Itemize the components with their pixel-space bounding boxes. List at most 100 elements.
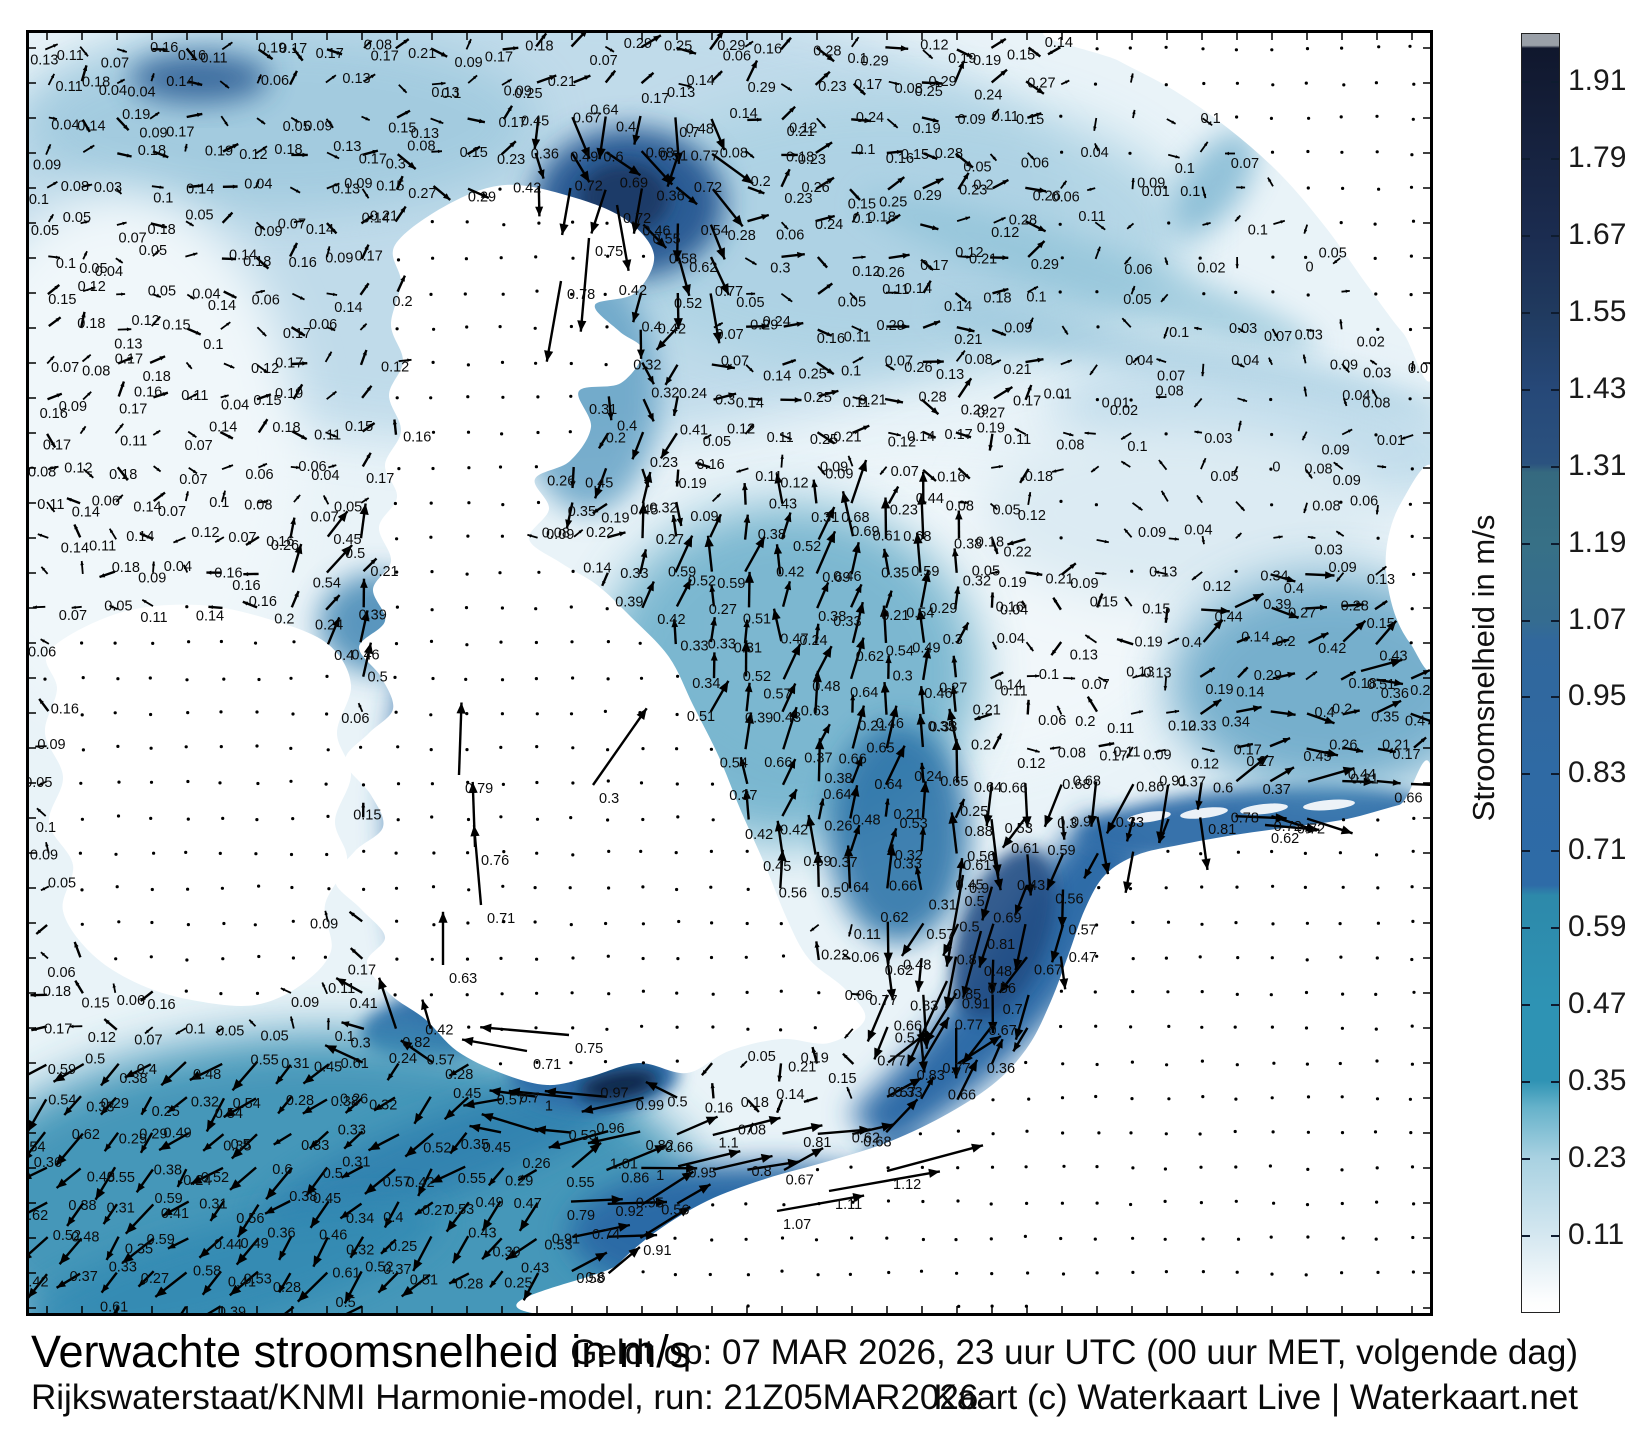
svg-text:0.04: 0.04 <box>1000 602 1028 618</box>
svg-text:0.26: 0.26 <box>340 1092 368 1108</box>
svg-text:0.16: 0.16 <box>697 457 725 473</box>
svg-text:0.3: 0.3 <box>599 791 619 807</box>
svg-text:0.2: 0.2 <box>606 431 626 447</box>
svg-text:0.28: 0.28 <box>919 389 947 405</box>
svg-text:0.17: 0.17 <box>316 46 344 62</box>
svg-text:0.32: 0.32 <box>369 1098 397 1114</box>
svg-text:0.12: 0.12 <box>88 1030 116 1046</box>
svg-text:0.39: 0.39 <box>745 711 773 727</box>
land-great-britain <box>334 184 866 1086</box>
svg-text:0.14: 0.14 <box>687 73 715 89</box>
colorbar-tick-mark <box>1522 850 1530 853</box>
colorbar-tick-mark <box>1551 1234 1559 1237</box>
svg-text:0.66: 0.66 <box>1394 790 1422 806</box>
svg-text:0.14: 0.14 <box>730 106 758 122</box>
svg-text:0.81: 0.81 <box>803 1135 831 1151</box>
svg-text:0.59: 0.59 <box>48 1062 76 1078</box>
svg-text:0.5: 0.5 <box>821 886 841 902</box>
svg-text:0.16: 0.16 <box>178 48 206 64</box>
svg-text:0.14: 0.14 <box>209 420 237 436</box>
colorbar-tick-mark <box>1522 1158 1530 1161</box>
svg-text:0.11: 0.11 <box>120 434 147 450</box>
svg-text:0.37: 0.37 <box>729 788 757 804</box>
svg-text:0.29: 0.29 <box>139 1127 167 1143</box>
svg-text:0.24: 0.24 <box>763 314 791 330</box>
svg-text:0.68: 0.68 <box>841 510 869 526</box>
svg-text:0.66: 0.66 <box>764 755 792 771</box>
svg-text:0.77: 0.77 <box>877 1053 905 1069</box>
svg-text:0.83: 0.83 <box>910 998 938 1014</box>
svg-text:0.3: 0.3 <box>943 632 963 648</box>
svg-text:0.63: 0.63 <box>801 704 829 720</box>
svg-text:0.42: 0.42 <box>657 612 685 628</box>
colorbar-tick-mark <box>1522 1234 1530 1237</box>
svg-text:0.06: 0.06 <box>29 644 56 660</box>
svg-text:0.09: 0.09 <box>1137 176 1165 192</box>
svg-text:0.29: 0.29 <box>748 80 776 96</box>
svg-text:0.76: 0.76 <box>481 853 509 869</box>
svg-text:0.18: 0.18 <box>1025 469 1053 485</box>
current-map: 0.13 0.11 0.07 0.16 0.16 0.11 0.19 0.17 0.17 0.08… <box>26 30 1433 1316</box>
svg-text:0.37: 0.37 <box>1263 782 1291 798</box>
svg-text:0.05: 0.05 <box>185 207 213 223</box>
svg-text:0.16: 0.16 <box>232 578 260 594</box>
svg-text:0.09: 0.09 <box>1330 358 1358 374</box>
svg-text:0.57: 0.57 <box>497 1093 525 1109</box>
svg-text:0.27: 0.27 <box>709 602 737 618</box>
svg-text:0.44: 0.44 <box>1215 610 1243 626</box>
svg-text:0.04: 0.04 <box>1125 353 1153 369</box>
svg-text:0.53: 0.53 <box>244 1272 272 1288</box>
svg-text:0.54: 0.54 <box>29 1139 46 1155</box>
svg-text:0.39: 0.39 <box>615 594 643 610</box>
svg-text:0.09: 0.09 <box>1333 473 1361 489</box>
svg-text:0.62: 0.62 <box>29 1208 48 1224</box>
colorbar-tick-mark <box>1551 619 1559 622</box>
svg-text:0.77: 0.77 <box>942 1061 970 1077</box>
svg-text:0.29: 0.29 <box>468 190 496 206</box>
svg-text:0.06: 0.06 <box>298 459 326 475</box>
svg-text:0.38: 0.38 <box>68 1198 96 1214</box>
svg-text:0.21: 0.21 <box>1003 362 1031 378</box>
svg-text:0.17: 0.17 <box>44 1021 72 1037</box>
svg-text:0.26: 0.26 <box>1329 738 1357 754</box>
svg-text:0.45: 0.45 <box>333 532 361 548</box>
colorbar-tick-mark <box>1522 234 1530 237</box>
svg-text:0.06: 0.06 <box>341 711 369 727</box>
svg-text:0.42: 0.42 <box>29 1275 49 1291</box>
svg-text:0.11: 0.11 <box>1001 683 1028 699</box>
svg-text:0.1: 0.1 <box>29 192 49 208</box>
svg-text:0.26: 0.26 <box>824 819 852 835</box>
svg-text:0.15: 0.15 <box>901 147 929 163</box>
svg-text:0.27: 0.27 <box>1246 754 1274 770</box>
colorbar-tick-mark <box>1522 619 1530 622</box>
svg-text:0.22: 0.22 <box>821 947 849 963</box>
svg-text:0.52: 0.52 <box>201 1170 229 1186</box>
svg-text:0.45: 0.45 <box>314 1060 342 1076</box>
svg-text:0.07: 0.07 <box>590 53 618 69</box>
svg-text:0.28: 0.28 <box>935 146 963 162</box>
svg-text:0.54: 0.54 <box>233 1096 261 1112</box>
colorbar-tick-mark <box>1551 234 1559 237</box>
svg-text:0: 0 <box>1272 460 1280 476</box>
svg-text:0.68: 0.68 <box>863 1134 891 1150</box>
svg-text:0.06: 0.06 <box>1124 262 1152 278</box>
svg-text:0.4: 0.4 <box>642 319 662 335</box>
svg-text:0.82: 0.82 <box>402 1035 430 1051</box>
svg-text:0.15: 0.15 <box>460 145 488 161</box>
credit-line: Kaart (c) Waterkaart Live | Waterkaart.n… <box>933 1378 1578 1417</box>
svg-text:0.15: 0.15 <box>82 995 110 1011</box>
svg-text:0.05: 0.05 <box>63 210 91 226</box>
svg-text:0.32: 0.32 <box>963 574 991 590</box>
svg-text:0.25: 0.25 <box>389 1239 417 1255</box>
svg-text:0.56: 0.56 <box>236 1211 264 1227</box>
svg-text:1.12: 1.12 <box>893 1177 921 1193</box>
svg-text:0.21: 0.21 <box>894 807 922 823</box>
svg-text:0.19: 0.19 <box>999 575 1027 591</box>
colorbar-tick-mark <box>1551 81 1559 83</box>
svg-text:0.92: 0.92 <box>616 1204 644 1220</box>
svg-text:0.5: 0.5 <box>323 1166 343 1182</box>
svg-text:0.29: 0.29 <box>929 74 957 90</box>
svg-text:0.29: 0.29 <box>861 54 889 70</box>
svg-text:0.04: 0.04 <box>1231 353 1259 369</box>
